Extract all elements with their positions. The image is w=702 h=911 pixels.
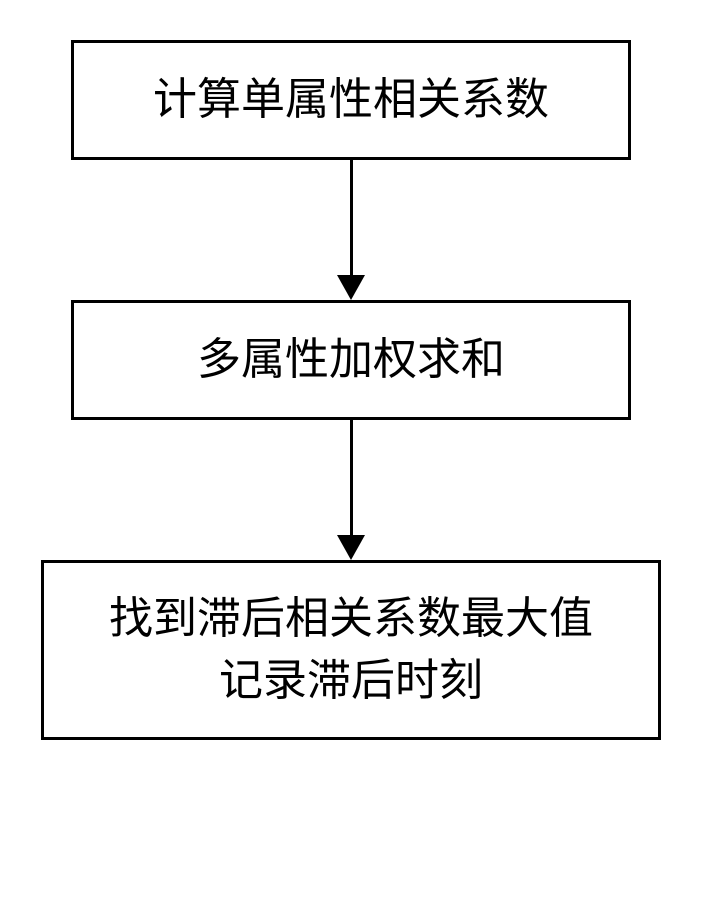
arrow-2	[337, 420, 365, 560]
arrow-2-head	[337, 535, 365, 560]
node-1-text: 计算单属性相关系数	[153, 69, 549, 131]
node-3-text: 找到滞后相关系数最大值 记录滞后时刻	[109, 588, 593, 711]
node-2-text: 多属性加权求和	[197, 329, 505, 391]
arrow-1-line	[350, 160, 353, 275]
flowchart-node-1: 计算单属性相关系数	[71, 40, 631, 160]
arrow-1	[337, 160, 365, 300]
flowchart-node-3: 找到滞后相关系数最大值 记录滞后时刻	[41, 560, 661, 740]
arrow-1-head	[337, 275, 365, 300]
flowchart-node-2: 多属性加权求和	[71, 300, 631, 420]
arrow-2-line	[350, 420, 353, 535]
flowchart-container: 计算单属性相关系数 多属性加权求和 找到滞后相关系数最大值 记录滞后时刻	[41, 40, 661, 740]
